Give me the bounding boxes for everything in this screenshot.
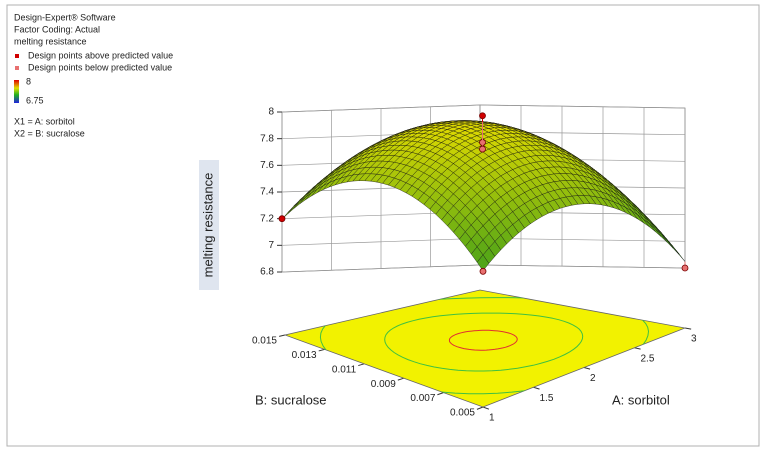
legend-marker — [15, 66, 19, 70]
x-tick-label: 1 — [489, 413, 495, 424]
z-tick-label: 7.2 — [260, 213, 274, 224]
response-name: melting resistance — [14, 36, 87, 46]
color-bar — [14, 80, 19, 103]
y-tick-label: 0.007 — [410, 393, 435, 404]
x-axis-title: A: sorbitol — [612, 392, 670, 407]
tick-mark — [397, 377, 404, 381]
design-point — [681, 264, 689, 272]
z-tick-label: 7.8 — [260, 133, 274, 144]
design-point — [479, 267, 487, 275]
tick-mark — [634, 347, 641, 350]
z-tick-label: 6.8 — [260, 267, 274, 278]
x-tick-label: 2 — [590, 373, 596, 384]
legend-label: Design points above predicted value — [28, 50, 173, 60]
contour-line — [448, 329, 518, 351]
y-axis-title: B: sucralose — [255, 392, 327, 407]
y-tick-label: 0.009 — [371, 379, 396, 390]
x-tick-label: 2.5 — [641, 353, 655, 364]
contour-line — [384, 312, 584, 372]
z-tick-label: 8 — [268, 107, 274, 118]
color-max-label: 8 — [26, 76, 31, 86]
tick-mark — [437, 392, 444, 396]
factor-label: X1 = A: sorbitol — [14, 116, 75, 126]
design-point — [479, 112, 486, 120]
tick-mark — [476, 406, 484, 410]
software-label: Design-Expert® Software — [14, 12, 116, 22]
frame — [6, 4, 760, 447]
z-tick-label: 7.4 — [260, 187, 274, 198]
z-tick-label: 7.6 — [260, 160, 274, 171]
legend-label: Design points below predicted value — [28, 62, 172, 72]
tick-mark — [583, 367, 591, 370]
surface-cell — [476, 254, 490, 272]
tick-mark — [279, 334, 286, 337]
design-point — [278, 215, 286, 223]
z-tick-label: 7 — [268, 240, 274, 251]
y-tick-label: 0.015 — [252, 336, 277, 347]
response-surface — [281, 120, 686, 272]
tick-mark — [358, 363, 365, 367]
tick-mark — [533, 386, 540, 390]
color-min-label: 6.75 — [26, 95, 44, 105]
tick-mark — [482, 406, 490, 410]
tick-mark — [318, 348, 325, 352]
factor-coding: Factor Coding: Actual — [14, 24, 100, 34]
x-tick-label: 3 — [691, 334, 697, 345]
z-axis-title: melting resistance — [200, 173, 215, 278]
zlabel-background — [199, 160, 219, 290]
y-tick-label: 0.005 — [450, 408, 475, 419]
y-tick-label: 0.011 — [332, 364, 357, 375]
design-point — [479, 145, 486, 153]
factor-label: X2 = B: sucralose — [14, 128, 85, 138]
grid-line — [281, 104, 686, 113]
x-tick-label: 1.5 — [540, 393, 554, 404]
y-tick-label: 0.013 — [292, 350, 317, 361]
tick-mark — [684, 327, 692, 330]
legend-marker — [15, 54, 19, 58]
floor — [283, 289, 687, 408]
